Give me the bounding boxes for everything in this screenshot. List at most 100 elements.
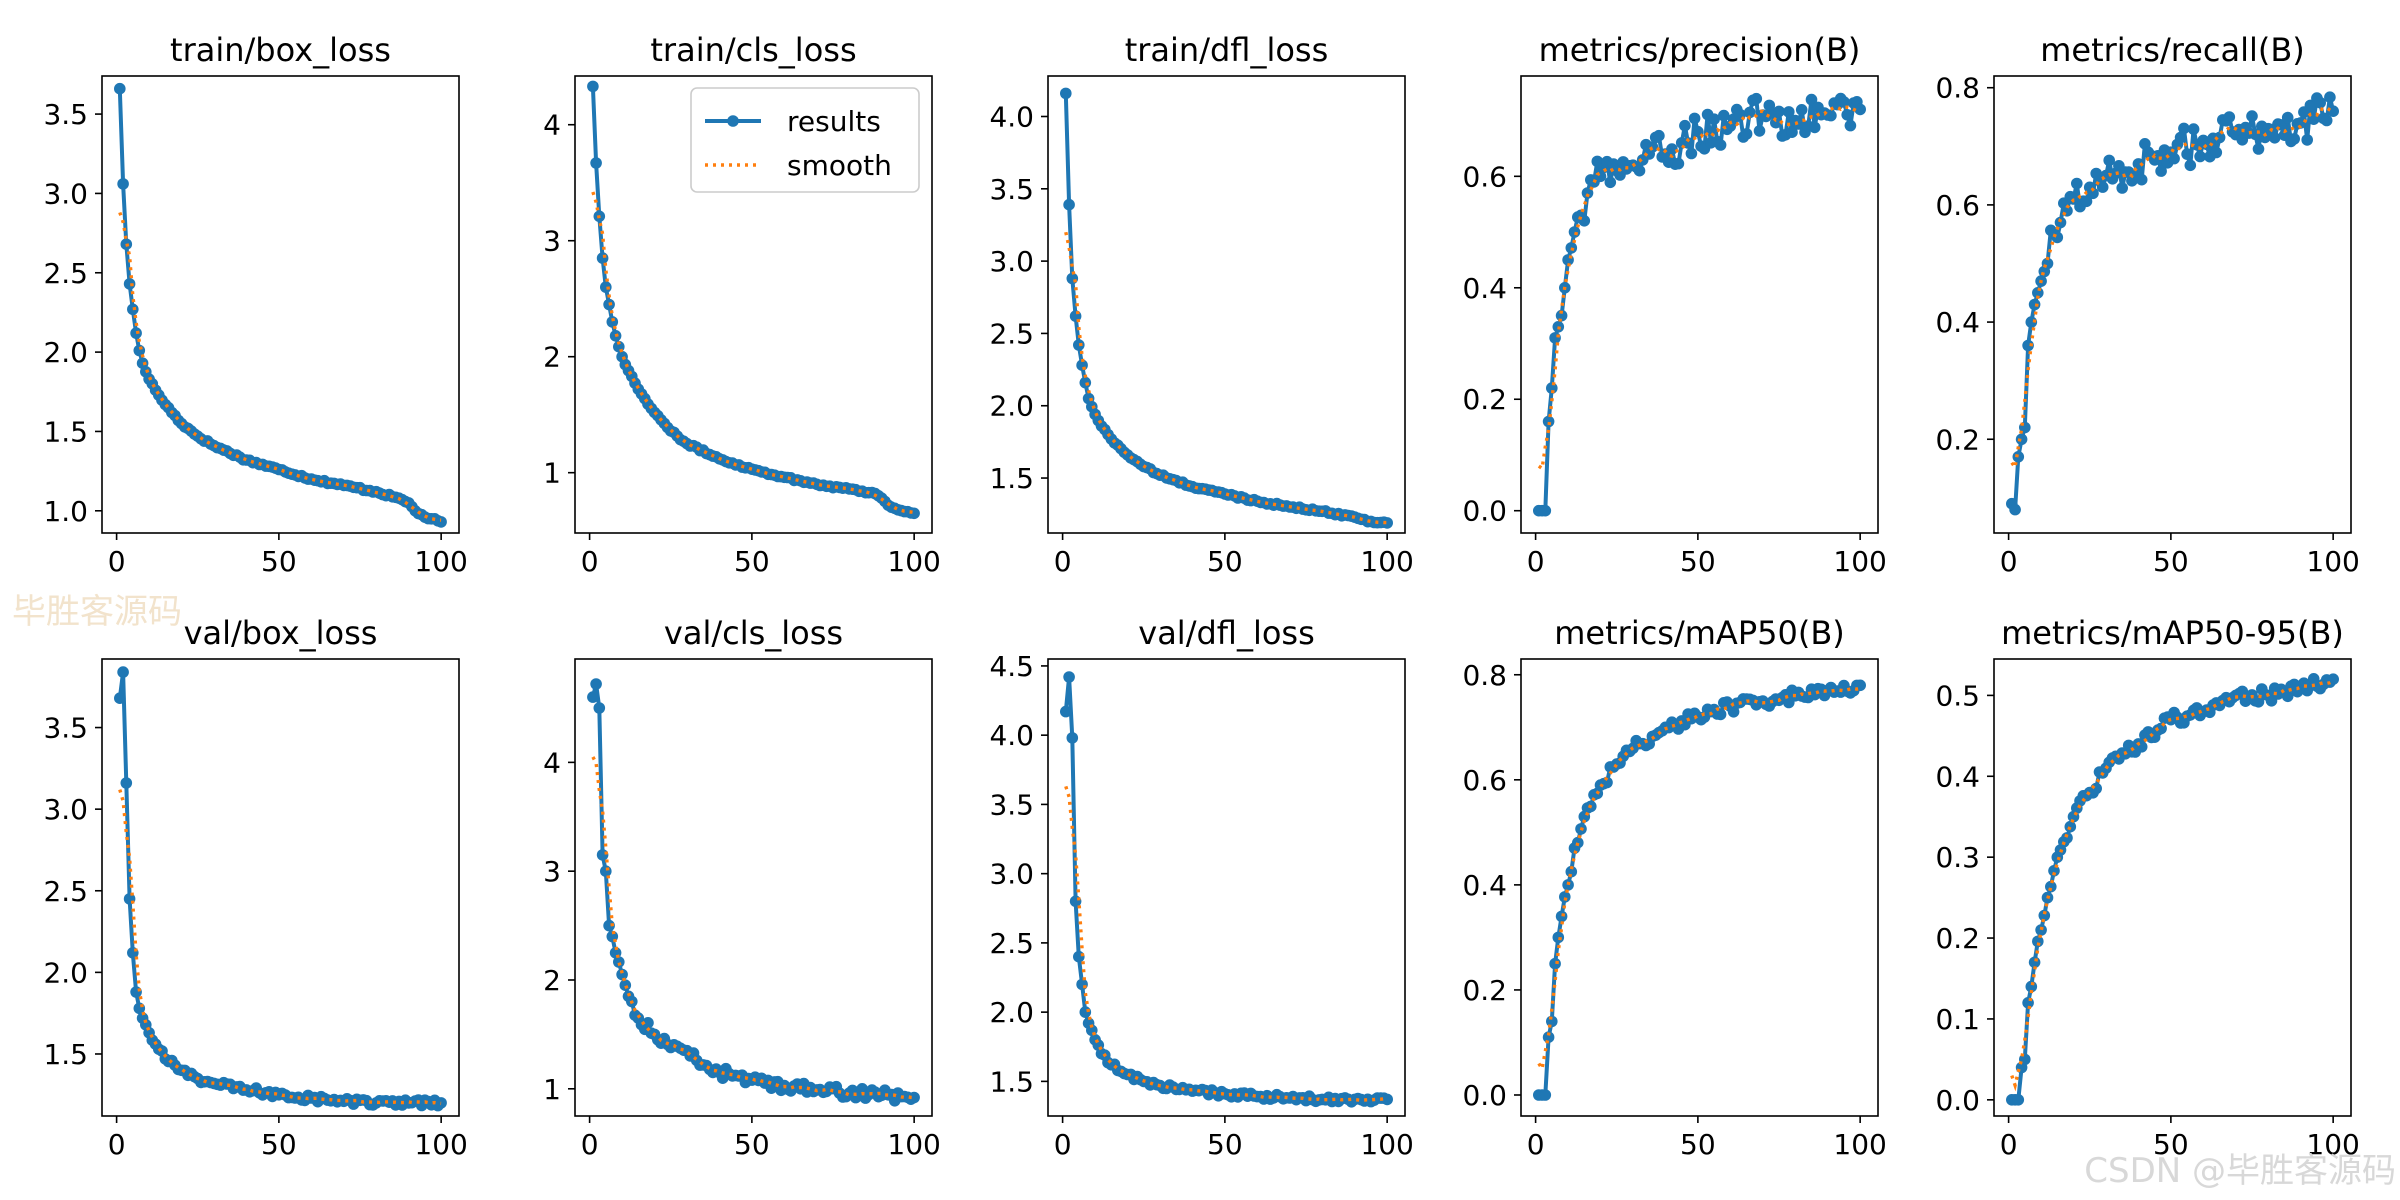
data-point bbox=[130, 327, 142, 339]
chart-title: val/dfl_loss bbox=[1138, 614, 1315, 652]
data-point bbox=[616, 968, 628, 981]
data-point bbox=[2116, 182, 2128, 194]
x-tick-label: 100 bbox=[1833, 1128, 1886, 1161]
data-point bbox=[1060, 705, 1072, 718]
chart-title: metrics/mAP50-95(B) bbox=[2001, 614, 2344, 652]
data-point bbox=[2194, 150, 2206, 163]
x-tick-label: 0 bbox=[1527, 545, 1545, 578]
data-point bbox=[2268, 132, 2281, 144]
y-tick-label: 0.5 bbox=[1935, 679, 1980, 712]
data-point bbox=[2032, 935, 2044, 948]
smooth-line bbox=[591, 191, 915, 515]
x-tick-label: 50 bbox=[2153, 1128, 2189, 1161]
data-point bbox=[1825, 109, 1837, 122]
data-point bbox=[2022, 339, 2034, 352]
data-point bbox=[1562, 879, 1574, 891]
data-point bbox=[1073, 339, 1085, 351]
data-point bbox=[1552, 931, 1565, 944]
y-tick-label: 2.5 bbox=[989, 927, 1034, 960]
data-point bbox=[2028, 298, 2041, 311]
watermark-top: 毕胜客源码 bbox=[12, 592, 182, 632]
data-point bbox=[2327, 673, 2339, 685]
data-point bbox=[2174, 131, 2187, 144]
x-tick-label: 0 bbox=[581, 545, 599, 578]
axes-frame bbox=[1993, 658, 2352, 1117]
data-point bbox=[590, 678, 602, 690]
x-tick-label: 0 bbox=[2000, 1128, 2018, 1161]
axes-frame bbox=[574, 658, 933, 1117]
y-tick-label: 0.4 bbox=[1462, 869, 1507, 902]
x-tick-label: 100 bbox=[2306, 1128, 2359, 1161]
y-tick-label: 0.2 bbox=[1935, 922, 1980, 955]
data-point bbox=[1679, 119, 1691, 132]
data-point bbox=[2178, 122, 2190, 135]
chart-metrics-recall-b: metrics/recall(B) 0 50 100 0.2 0.4 0.6 0.8 bbox=[1935, 31, 2359, 578]
data-point bbox=[1792, 118, 1805, 130]
data-point bbox=[1555, 910, 1568, 923]
data-point bbox=[642, 1017, 654, 1029]
axes-frame bbox=[1993, 75, 2352, 534]
data-point bbox=[1633, 164, 1646, 177]
y-tick-label: 0.6 bbox=[1462, 160, 1507, 193]
y-tick-label: 0.6 bbox=[1462, 764, 1507, 797]
data-point bbox=[123, 278, 136, 290]
y-tick-label: 2.0 bbox=[989, 390, 1034, 423]
data-point bbox=[1770, 116, 1782, 129]
data-point bbox=[2015, 433, 2028, 446]
data-point bbox=[590, 157, 602, 169]
y-tick-label: 0.4 bbox=[1935, 760, 1980, 793]
data-point bbox=[1773, 105, 1785, 118]
axes-frame bbox=[1520, 75, 1879, 534]
axes-frame bbox=[101, 658, 460, 1117]
y-tick-label: 2 bbox=[543, 964, 561, 997]
data-point bbox=[587, 80, 599, 93]
y-tick-label: 0.1 bbox=[1935, 1003, 1980, 1036]
data-point bbox=[1546, 1015, 1558, 1028]
data-point bbox=[1063, 671, 1075, 683]
smooth-line bbox=[2010, 679, 2334, 1092]
watermark-bottom: CSDN @毕胜客源码 bbox=[2084, 1151, 2396, 1191]
y-tick-label: 3.0 bbox=[989, 245, 1034, 278]
results-line bbox=[117, 670, 443, 1108]
data-point bbox=[2080, 195, 2093, 208]
axes-frame bbox=[1047, 75, 1406, 534]
x-tick-label: 0 bbox=[2000, 545, 2018, 578]
legend-results-label: results bbox=[787, 105, 881, 138]
data-point bbox=[435, 516, 447, 528]
y-tick-label: 4.0 bbox=[989, 719, 1034, 752]
y-tick-label: 0.8 bbox=[1935, 72, 1980, 105]
results-markers bbox=[114, 82, 447, 528]
x-tick-label: 100 bbox=[887, 545, 940, 578]
results-line bbox=[1538, 96, 1863, 513]
data-point bbox=[117, 666, 129, 678]
data-point bbox=[120, 777, 133, 789]
data-point bbox=[2071, 177, 2083, 190]
data-point bbox=[1066, 732, 1079, 744]
x-tick-label: 50 bbox=[734, 1128, 770, 1161]
data-point bbox=[2246, 110, 2258, 122]
data-point bbox=[2288, 133, 2300, 145]
results-markers bbox=[1060, 87, 1393, 529]
chart-metrics-map50-95-b: metrics/mAP50-95(B) 0 50 100 0.0 0.1 0.2 0.3 0.4… bbox=[1935, 614, 2359, 1161]
data-point bbox=[1666, 143, 1678, 155]
chart-val-dfl-loss: val/dfl_loss 0 50 100 1.5 2.0 2.5 3.0 3.5 4.0 4.5 bbox=[989, 614, 1413, 1161]
data-point bbox=[2132, 158, 2145, 170]
results-line bbox=[117, 88, 442, 524]
smooth-line bbox=[591, 756, 915, 1100]
x-tick-label: 50 bbox=[261, 545, 297, 578]
data-point bbox=[593, 702, 606, 714]
chart-title: metrics/mAP50(B) bbox=[1554, 614, 1845, 652]
x-tick-label: 0 bbox=[108, 545, 126, 578]
y-tick-label: 0.6 bbox=[1935, 189, 1980, 222]
y-tick-label: 3.5 bbox=[989, 173, 1034, 206]
y-tick-label: 2.0 bbox=[43, 956, 88, 989]
data-point bbox=[2184, 159, 2197, 172]
data-point bbox=[1808, 121, 1821, 134]
y-tick-label: 1.5 bbox=[989, 1065, 1034, 1098]
data-point bbox=[2048, 865, 2060, 877]
data-point bbox=[1604, 176, 1617, 189]
data-point bbox=[2061, 832, 2073, 844]
data-point bbox=[1653, 129, 1665, 142]
data-point bbox=[1079, 376, 1092, 389]
